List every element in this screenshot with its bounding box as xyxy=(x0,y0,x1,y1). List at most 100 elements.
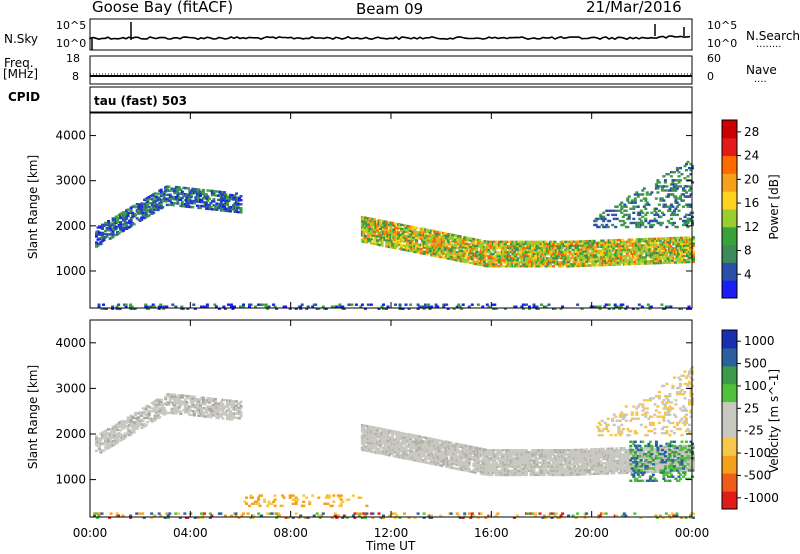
power-echo xyxy=(99,242,103,246)
power-echo xyxy=(397,227,400,230)
power-echo xyxy=(591,260,595,263)
power-echo xyxy=(675,225,679,229)
velocity-echo xyxy=(484,450,488,454)
power-echo xyxy=(404,230,408,234)
power-echo xyxy=(491,252,495,256)
power-echo xyxy=(469,261,473,265)
power-echo xyxy=(667,255,671,258)
velocity-echo xyxy=(424,440,428,444)
power-echo xyxy=(506,246,510,250)
velocity-echo xyxy=(413,453,417,456)
power-ground-scatter xyxy=(595,305,599,308)
power-echo xyxy=(398,225,402,228)
velocity-echo xyxy=(366,443,370,446)
power-echo xyxy=(226,203,229,206)
power-echo xyxy=(600,243,604,246)
velocity-echo xyxy=(238,408,241,412)
velocity-echo xyxy=(445,457,449,460)
power-echo xyxy=(570,244,574,248)
velocity-echo xyxy=(129,418,133,422)
power-echo xyxy=(380,244,384,247)
velocity-echo xyxy=(369,448,373,451)
power-echo xyxy=(567,248,571,252)
velocity-echo xyxy=(137,416,141,419)
power-echo xyxy=(692,256,695,259)
power-echo xyxy=(422,252,426,255)
power-echo xyxy=(201,190,205,194)
power-echo xyxy=(677,209,681,212)
power-echo xyxy=(514,255,518,258)
power-echo xyxy=(567,257,571,260)
power-echo xyxy=(410,237,414,241)
power-echo xyxy=(478,261,482,264)
power-ground-scatter xyxy=(382,303,385,306)
power-echo xyxy=(547,248,551,252)
power-echo xyxy=(215,208,219,211)
noise-right-tick-bottom: 10^0 xyxy=(707,37,738,50)
power-echo xyxy=(454,252,458,256)
power-echo xyxy=(675,236,679,240)
power-echo xyxy=(672,179,676,182)
velocity-echo xyxy=(239,400,243,404)
power-echo xyxy=(140,218,144,221)
power-echo xyxy=(488,255,492,258)
power-ground-scatter xyxy=(299,305,303,308)
power-echo xyxy=(111,235,115,238)
velocity-echo xyxy=(212,403,216,407)
power-echo xyxy=(669,213,673,217)
power-echo xyxy=(558,263,562,266)
power-echo xyxy=(600,253,604,257)
power-echo xyxy=(632,205,636,208)
power-ground-scatter xyxy=(687,305,691,308)
velocity-echo xyxy=(457,463,461,467)
power-echo xyxy=(638,213,642,217)
power-echo xyxy=(490,261,494,264)
power-echo xyxy=(654,207,658,210)
power-echo xyxy=(434,232,438,235)
power-echo xyxy=(413,248,417,252)
power-echo xyxy=(683,215,687,219)
power-echo xyxy=(603,257,607,261)
power-ground-scatter xyxy=(689,307,692,310)
power-echo xyxy=(628,256,632,260)
power-ground-scatter xyxy=(619,305,623,308)
power-echo xyxy=(651,223,655,227)
velocity-echo xyxy=(487,451,491,454)
power-echo xyxy=(534,248,537,252)
power-echo xyxy=(641,211,645,214)
power-echo xyxy=(464,248,468,252)
power-echo xyxy=(596,217,600,221)
power-echo xyxy=(105,229,109,232)
power-echo xyxy=(685,223,688,227)
velocity-echo xyxy=(418,445,422,449)
power-echo xyxy=(445,242,449,246)
power-echo xyxy=(608,219,612,223)
power-echo xyxy=(553,240,557,244)
velocity-echo xyxy=(524,449,528,452)
power-ground-scatter xyxy=(115,305,119,308)
colorbar-swatch xyxy=(722,173,737,192)
velocity-echo xyxy=(191,401,195,404)
power-echo xyxy=(403,240,406,243)
power-echo xyxy=(689,203,693,206)
power-echo xyxy=(633,260,637,264)
power-ground-scatter xyxy=(202,305,206,308)
power-echo xyxy=(222,197,226,200)
power-echo xyxy=(599,213,603,217)
power-echo xyxy=(683,164,687,168)
velocity-echo xyxy=(368,441,372,445)
power-echo xyxy=(636,250,640,253)
power-echo xyxy=(434,252,438,256)
power-echo xyxy=(437,253,441,256)
power-ground-scatter xyxy=(421,305,425,308)
power-echo xyxy=(475,246,479,250)
velocity-echo xyxy=(494,465,498,468)
power-echo xyxy=(434,234,438,237)
power-echo xyxy=(392,228,396,231)
power-echo xyxy=(672,213,676,217)
power-echo xyxy=(576,246,580,249)
power-echo xyxy=(404,228,408,231)
power-echo xyxy=(681,256,685,260)
power-echo xyxy=(374,224,378,228)
power-echo xyxy=(624,242,628,246)
